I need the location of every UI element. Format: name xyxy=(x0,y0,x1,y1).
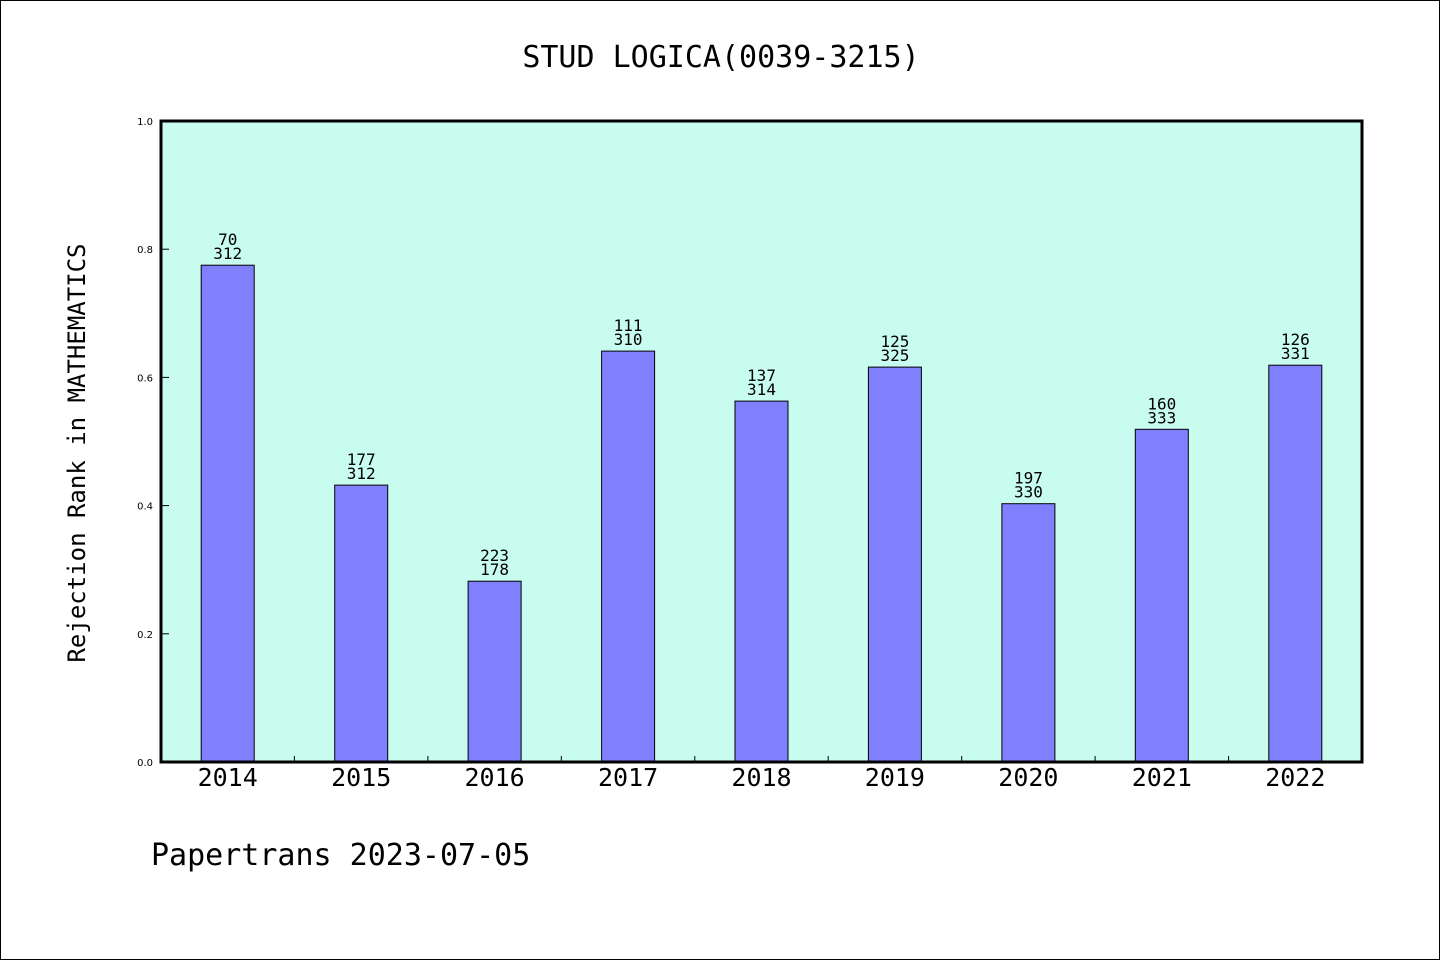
bar-label-top: 70 xyxy=(218,230,237,249)
bar-label-bottom: 178 xyxy=(480,560,509,579)
bar-label-bottom: 333 xyxy=(1147,408,1176,427)
bar-label-top: 177 xyxy=(347,450,376,469)
bar-2014 xyxy=(200,264,255,763)
bar-label-bottom: 312 xyxy=(213,244,242,263)
bar-2022 xyxy=(1268,364,1323,763)
bar-label-top: 125 xyxy=(880,332,909,351)
bar-2018 xyxy=(734,400,789,763)
bar-label-top: 160 xyxy=(1147,394,1176,413)
bar-2015 xyxy=(334,484,389,763)
y-axis-label: Rejection Rank in MATHEMATICS xyxy=(63,243,91,662)
bar-label-top: 223 xyxy=(480,546,509,565)
plot-border xyxy=(159,119,1364,764)
bar-2016 xyxy=(467,580,522,763)
bars-group xyxy=(200,264,1323,763)
y-axis: 0.0 0.2 0.4 0.6 0.8 1.0 xyxy=(137,117,169,769)
y-tick-label: 0.0 xyxy=(137,758,153,769)
x-axis: 2014 2015 2016 2017 2018 2019 2020 2021 2022 xyxy=(198,756,1325,792)
bar-2021 xyxy=(1134,428,1189,763)
bar-2020 xyxy=(1001,503,1056,763)
x-tick-label: 2021 xyxy=(1132,763,1192,792)
x-tick-label: 2018 xyxy=(731,763,791,792)
bar-2017 xyxy=(601,350,656,763)
x-tick-label: 2016 xyxy=(464,763,524,792)
bar-labels-group: 7031217731222317811131013731412532519733… xyxy=(213,230,1310,579)
x-tick-label: 2020 xyxy=(998,763,1058,792)
bar-label-top: 197 xyxy=(1014,469,1043,488)
bar-label-top: 111 xyxy=(614,316,643,335)
bar-label-bottom: 310 xyxy=(614,330,643,349)
y-tick-label: 0.8 xyxy=(137,245,153,256)
bar-label-bottom: 330 xyxy=(1014,483,1043,502)
y-tick-label: 0.2 xyxy=(137,630,153,641)
y-tick-label: 0.6 xyxy=(137,373,153,384)
x-tick-label: 2015 xyxy=(331,763,391,792)
bar-label-bottom: 314 xyxy=(747,380,776,399)
bar-2019 xyxy=(867,366,922,763)
bar-label-top: 126 xyxy=(1281,330,1310,349)
y-tick-label: 1.0 xyxy=(137,117,153,128)
chart-title: STUD LOGICA(0039-3215) xyxy=(522,40,919,75)
x-tick-label: 2014 xyxy=(198,763,258,792)
footer-credit: Papertrans 2023-07-05 xyxy=(151,838,530,873)
x-tick-label: 2022 xyxy=(1265,763,1325,792)
bar-label-top: 137 xyxy=(747,366,776,385)
bar-label-bottom: 331 xyxy=(1281,344,1310,363)
x-tick-label: 2019 xyxy=(865,763,925,792)
y-tick-label: 0.4 xyxy=(137,502,153,513)
bar-label-bottom: 325 xyxy=(880,346,909,365)
bar-label-bottom: 312 xyxy=(347,464,376,483)
x-tick-label: 2017 xyxy=(598,763,658,792)
